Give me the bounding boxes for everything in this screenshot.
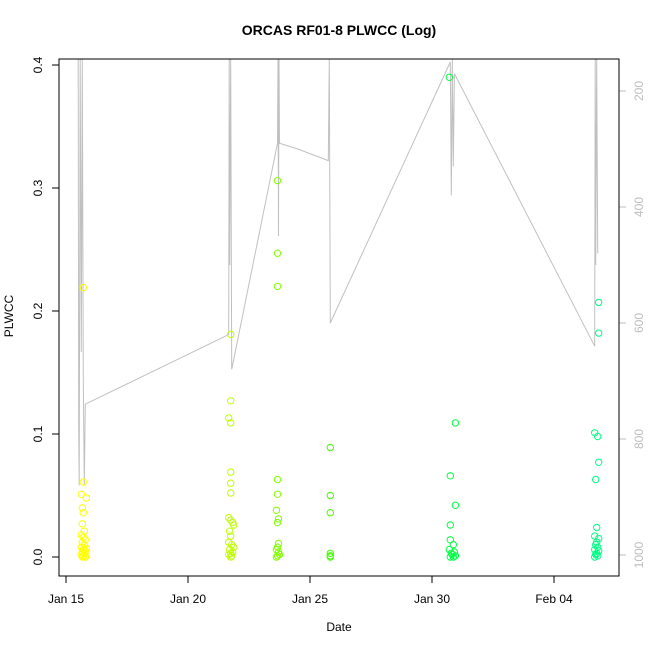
data-point [451,501,460,509]
data-point [78,504,87,512]
data-point [326,509,334,517]
right-tick-label: 600 [632,313,646,333]
y-tick-label: 0.4 [31,56,45,73]
right-tick-label: 1000 [632,541,646,568]
data-point [227,397,235,405]
data-point-layer [77,73,603,561]
data-point [326,491,334,500]
data-point [445,73,453,82]
chart-title: ORCAS RF01-8 PLWCC (Log) [242,22,436,38]
data-point [593,523,601,532]
data-point [449,553,457,561]
data-point [227,553,235,561]
data-point [225,414,233,422]
y-axis-label: PLWCC [2,294,16,337]
data-point [228,552,236,560]
data-point [592,475,600,484]
data-point [230,543,238,551]
data-point [447,549,455,557]
data-point [446,472,454,480]
pressure-line-layer [77,58,599,486]
axes-layer: Jan 15 Jan 20 Jan 25 Jan 30 Feb 04 0.0 0.1 0.2 0… [31,56,646,606]
data-point [79,509,88,517]
data-point [326,549,334,557]
data-point [273,490,282,498]
data-point [77,531,86,539]
y-tick-label: 0.1 [31,425,45,442]
data-point [446,553,454,561]
data-point [272,506,281,514]
right-tick-label: 200 [632,81,646,101]
data-point [227,330,235,339]
data-point [595,534,603,543]
data-point [591,545,599,554]
data-point [326,443,334,452]
data-point [449,541,457,549]
data-point [225,513,233,522]
data-point [79,533,88,541]
data-point [595,329,603,337]
data-point [326,553,334,561]
data-point [273,518,282,527]
data-point [78,520,87,528]
data-point [273,475,282,484]
data-point [79,478,88,486]
data-point [594,432,602,441]
plot-frame [58,58,620,577]
data-point [446,521,454,529]
data-point [591,553,599,561]
data-point [272,553,281,561]
data-point [227,479,235,487]
y-tick-label: 0.2 [31,302,45,319]
data-point [274,515,283,523]
data-point [273,176,282,185]
data-point [230,521,238,529]
data-point [81,553,90,561]
data-point [226,527,234,535]
x-axis-label: Date [326,620,352,634]
data-point [227,468,235,476]
y-tick-label: 0.3 [31,179,45,196]
data-point [227,419,235,427]
data-point [595,298,603,307]
data-point [592,541,600,549]
data-point [78,553,87,561]
x-tick-label: Feb 04 [535,592,573,606]
data-point [227,489,235,497]
data-point [77,543,86,551]
data-point [228,541,236,549]
pressure-line [77,58,599,486]
data-point [273,282,282,291]
data-point [273,552,282,560]
x-tick-label: Jan 20 [170,592,206,606]
right-tick-label: 400 [632,197,646,217]
data-point [82,494,91,502]
x-tick-label: Jan 15 [48,592,84,606]
right-tick-label: 800 [632,429,646,449]
x-tick-label: Jan 30 [414,592,450,606]
data-point [79,283,88,292]
data-point [595,458,603,466]
x-tick-label: Jan 25 [292,592,328,606]
data-point [77,490,86,498]
data-point [273,249,282,257]
data-point [78,538,87,546]
data-point [229,548,237,556]
data-point [82,552,91,560]
data-point [451,419,460,427]
y-tick-label: 0.0 [31,548,45,565]
